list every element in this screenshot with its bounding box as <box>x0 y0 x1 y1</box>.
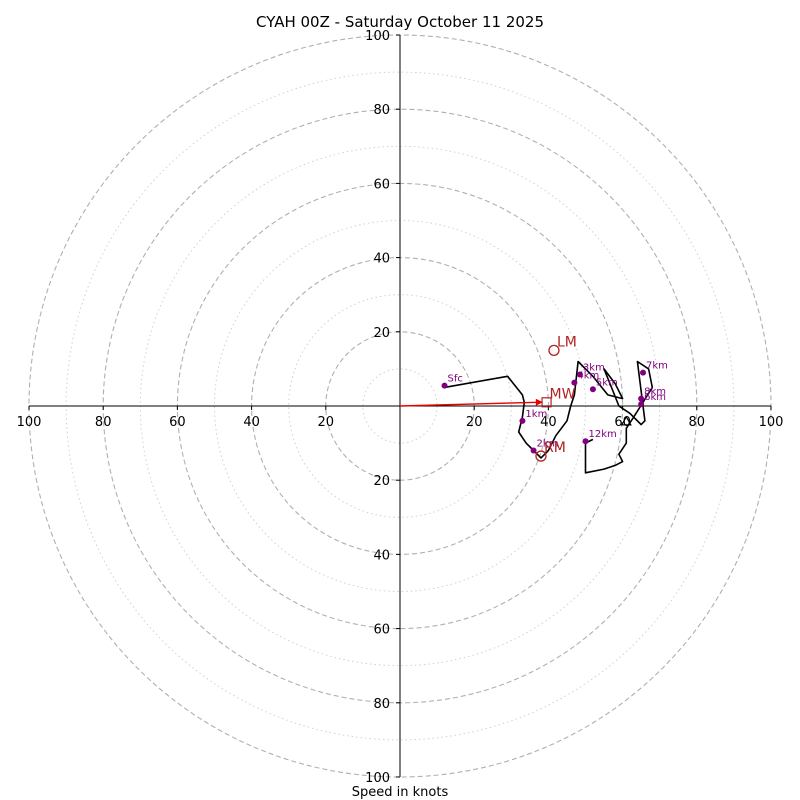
height-marker-dot <box>589 386 596 393</box>
triangle-marker <box>620 415 632 426</box>
height-marker-label: 6km <box>644 392 666 403</box>
y-tick-label: 60 <box>373 177 390 192</box>
y-tick-label: 100 <box>365 29 390 44</box>
height-marker-dot <box>638 395 645 402</box>
shear-vector <box>399 398 632 426</box>
storm-motion-label: LM <box>557 334 577 350</box>
storm-motion-marker <box>535 450 547 462</box>
storm-motion-label: RM <box>544 440 566 456</box>
hodograph-trace <box>444 360 654 474</box>
height-marker-label: 2km <box>537 439 559 450</box>
storm-motion-marker <box>548 344 560 357</box>
storm-motions: LM RM MW <box>535 334 577 462</box>
x-tick-label: 100 <box>17 415 42 430</box>
height-marker-dot <box>530 447 537 454</box>
shear-vector-arrowhead <box>535 398 543 406</box>
y-tick-label: 80 <box>373 697 390 712</box>
height-marker-label: 8km <box>644 387 666 398</box>
height-marker-dot <box>640 369 647 376</box>
chart-title: CYAH 00Z - Saturday October 11 2025 <box>256 13 544 31</box>
height-marker-dot <box>638 401 645 408</box>
height-marker-label: 3km <box>583 362 605 373</box>
height-marker-dot <box>582 438 589 445</box>
hodograph-line <box>444 360 654 474</box>
height-marker-dot <box>571 379 578 386</box>
height-marker-dot <box>441 382 448 389</box>
x-tick-label: 40 <box>540 415 557 430</box>
x-axis-label: Speed in knots <box>352 785 449 800</box>
x-tick-label: 40 <box>243 415 260 430</box>
height-marker-label: 5km <box>596 377 618 388</box>
height-marker-label: Sfc <box>448 374 463 385</box>
height-marker-dot <box>519 417 526 424</box>
y-tick-label: 20 <box>373 474 390 489</box>
x-tick-label: 80 <box>689 415 706 430</box>
y-tick-label: 20 <box>373 326 390 341</box>
x-tick-label: 20 <box>318 415 335 430</box>
height-marker-label: 1km <box>525 409 547 420</box>
mean-wind-marker <box>541 397 552 408</box>
x-tick-label: 20 <box>466 415 483 430</box>
mean-wind-label: MW <box>550 386 576 402</box>
height-marker-label: 4km <box>577 371 599 382</box>
height-marker-label: 12km <box>589 429 617 440</box>
shear-vector-line <box>399 401 538 407</box>
x-tick-label: 60 <box>169 415 186 430</box>
y-tick-label: 60 <box>373 623 390 638</box>
y-tick-label: 40 <box>373 548 390 563</box>
y-tick-label: 40 <box>373 252 390 267</box>
height-marker-label: 7km <box>646 361 668 372</box>
y-tick-label: 80 <box>373 103 390 118</box>
y-tick-label: 100 <box>365 771 390 786</box>
x-tick-label: 80 <box>95 415 112 430</box>
x-tick-label: 100 <box>759 415 784 430</box>
height-marker-dot <box>576 371 583 378</box>
